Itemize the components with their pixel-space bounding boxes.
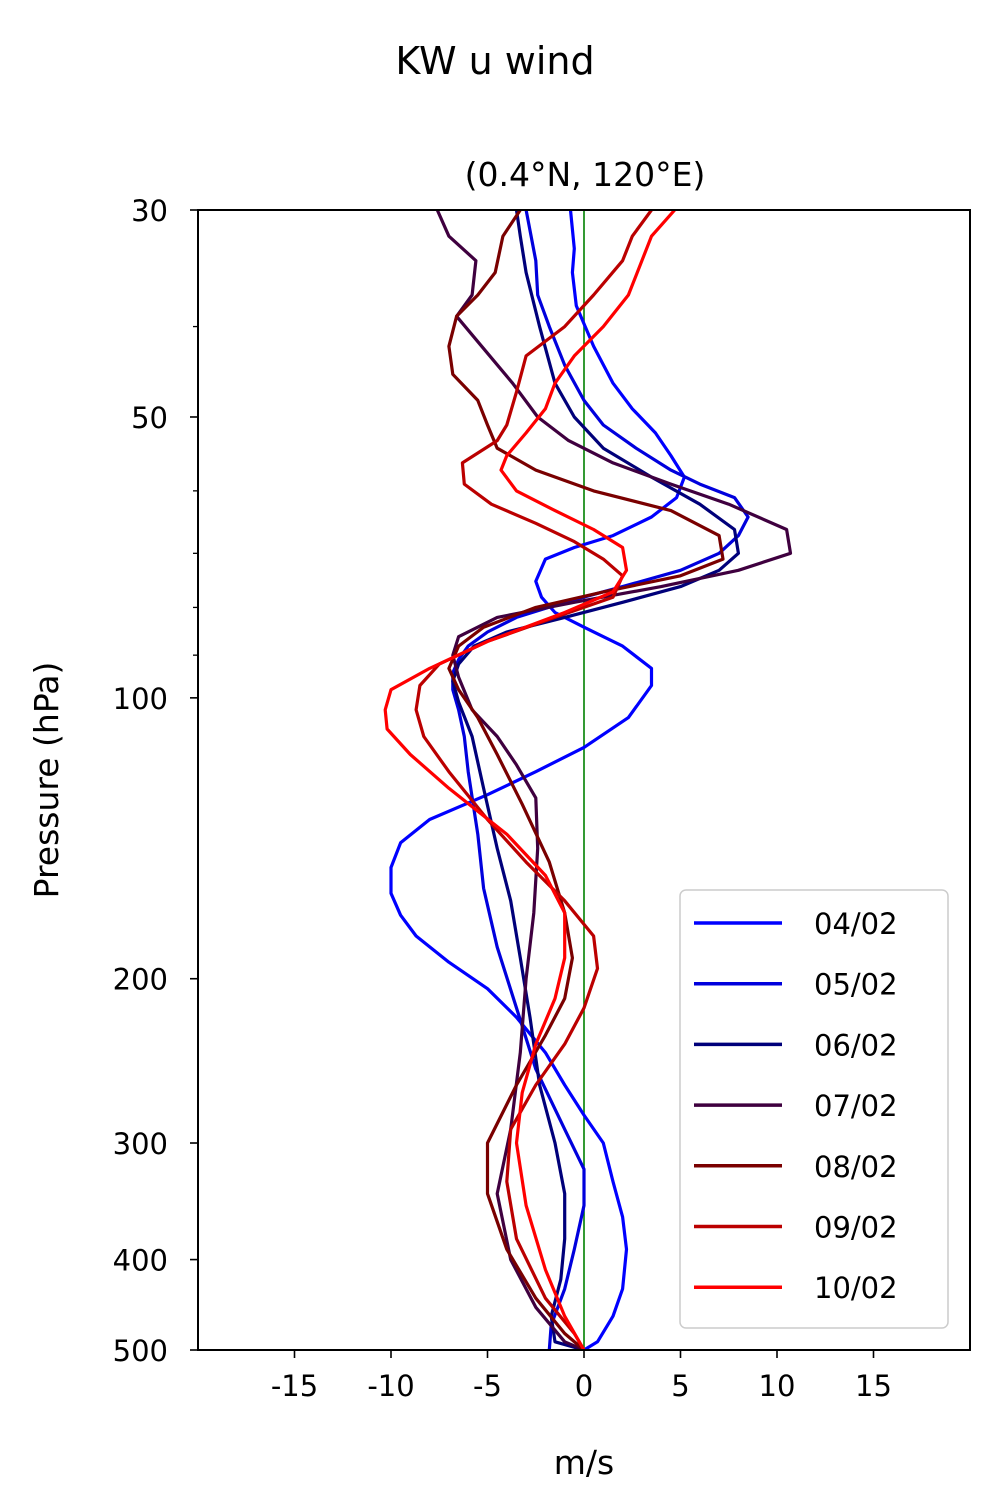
series-line-6 bbox=[414, 210, 653, 1350]
x-tick-label: 10 bbox=[759, 1369, 796, 1403]
series-line-4 bbox=[435, 210, 793, 1350]
x-tick-label: 0 bbox=[575, 1369, 593, 1403]
y-tick-label: 50 bbox=[131, 401, 168, 435]
x-tick-label: 5 bbox=[671, 1369, 689, 1403]
series-line-7 bbox=[383, 210, 676, 1350]
legend-label: 07/02 bbox=[814, 1089, 898, 1123]
y-tick-label: 30 bbox=[131, 194, 168, 228]
y-tick-label: 500 bbox=[113, 1334, 168, 1368]
legend-box bbox=[679, 889, 949, 1329]
plot-area bbox=[383, 210, 793, 1350]
x-tick-label: 15 bbox=[855, 1369, 892, 1403]
x-tick-label: -5 bbox=[473, 1369, 502, 1403]
x-tick-label: -15 bbox=[271, 1369, 318, 1403]
legend-label: 06/02 bbox=[814, 1028, 898, 1062]
legend-label: 04/02 bbox=[814, 907, 898, 941]
figure-title: KW u wind bbox=[395, 39, 594, 83]
y-axis-label: Pressure (hPa) bbox=[27, 662, 66, 899]
axis-ticks: -15 -10 -5 0 5 10 15 30 50 100 200 300 400 500 bbox=[113, 194, 892, 1403]
y-tick-label: 400 bbox=[113, 1244, 168, 1278]
series-line-1 bbox=[389, 210, 686, 1350]
y-tick-label: 100 bbox=[113, 682, 168, 716]
legend-label: 05/02 bbox=[814, 968, 898, 1002]
legend-label: 08/02 bbox=[814, 1150, 898, 1184]
y-tick-label: 200 bbox=[113, 963, 168, 997]
x-tick-label: -10 bbox=[367, 1369, 414, 1403]
plot-title: (0.4°N, 120°E) bbox=[465, 155, 706, 194]
series-line-2 bbox=[451, 210, 750, 1350]
series-line-3 bbox=[451, 210, 740, 1350]
series-line-5 bbox=[447, 210, 725, 1350]
legend-label: 10/02 bbox=[814, 1271, 898, 1305]
y-tick-label: 300 bbox=[113, 1127, 168, 1161]
legend-label: 09/02 bbox=[814, 1211, 898, 1245]
x-axis-label: m/s bbox=[554, 1443, 614, 1482]
legend: 04/02 05/02 06/02 07/02 08/02 09/02 10/02 bbox=[679, 889, 949, 1329]
